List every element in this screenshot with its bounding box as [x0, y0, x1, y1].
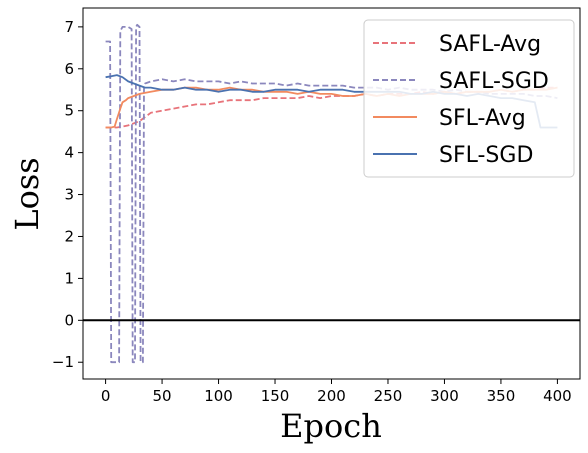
axes: 0 50 100 150 200 250 300 350 400 −1 0 1 2 3 4 5 6 7: [52, 7, 581, 405]
y-tick-label: 3: [64, 186, 74, 204]
legend-label: SFL-SGD: [439, 143, 533, 168]
legend-label: SAFL-SGD: [439, 69, 549, 94]
legend: SAFL-Avg SAFL-SGD SFL-Avg SFL-SGD: [363, 19, 575, 178]
legend-box: [363, 19, 575, 178]
legend-label: SAFL-Avg: [439, 32, 541, 57]
y-tick-label: −1: [52, 353, 74, 371]
legend-label: SFL-Avg: [439, 106, 526, 131]
y-tick-label: 0: [64, 311, 74, 329]
x-tick-label: 350: [487, 387, 516, 405]
y-tick-label: 1: [64, 269, 74, 287]
y-tick-label: 4: [64, 144, 74, 162]
y-tick-label: 7: [64, 18, 74, 36]
y-tick-label: 6: [64, 60, 74, 78]
x-tick-label: 50: [153, 387, 172, 405]
y-tick-label: 5: [64, 102, 74, 120]
x-axis-title: Epoch: [280, 407, 382, 445]
x-tick-label: 150: [261, 387, 290, 405]
y-tick-label: 2: [64, 227, 74, 245]
x-tick-label: 400: [543, 387, 572, 405]
x-tick-label: 0: [101, 387, 111, 405]
x-tick-label: 100: [204, 387, 233, 405]
x-tick-label: 300: [430, 387, 459, 405]
y-axis-title: Loss: [8, 157, 46, 230]
series-line-safl-avg: [105, 86, 558, 129]
x-tick-label: 250: [374, 387, 403, 405]
x-tick-label: 200: [317, 387, 346, 405]
